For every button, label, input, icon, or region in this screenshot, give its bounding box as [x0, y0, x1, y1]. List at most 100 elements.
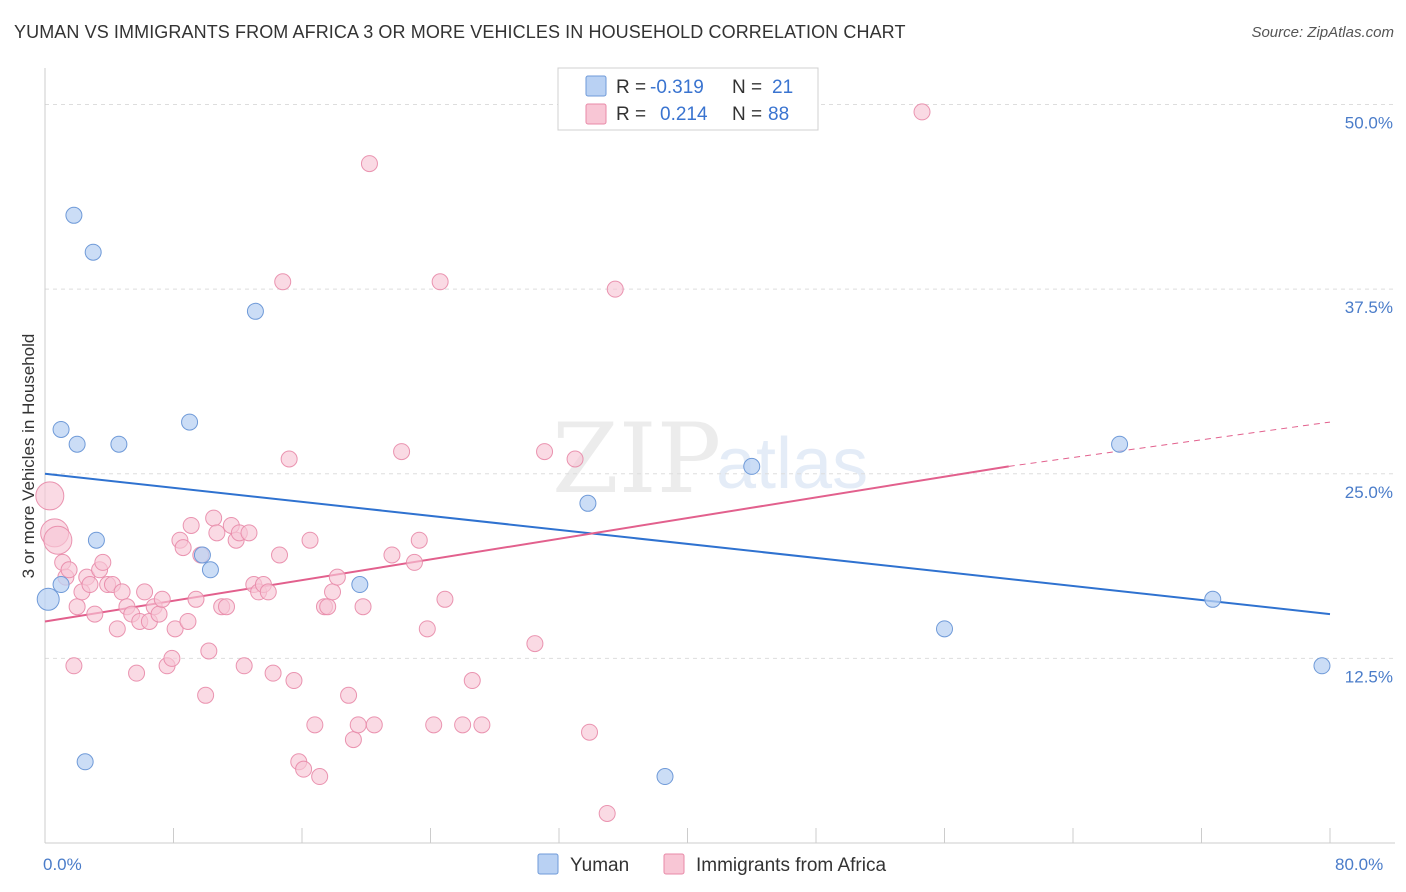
- africa-point: [606, 280, 624, 298]
- x-tick-max: 80.0%: [1335, 855, 1383, 874]
- africa-point: [153, 590, 171, 608]
- africa-point: [285, 672, 303, 690]
- africa-point: [311, 768, 329, 786]
- trend-line-yuman: [44, 472, 1331, 616]
- africa-point: [306, 716, 324, 734]
- bottom-legend-swatch-yuman: [537, 853, 559, 875]
- africa-point: [463, 672, 481, 690]
- yuman-point: [52, 420, 70, 438]
- yuman-point: [579, 494, 597, 512]
- trend-lines: [44, 421, 1331, 623]
- africa-point: [35, 481, 65, 511]
- grid-lines: [45, 104, 1395, 659]
- yuman-point: [743, 457, 761, 475]
- legend-box: R = -0.319 N = 21 R = 0.214 N = 88: [557, 67, 819, 131]
- yuman-point: [36, 587, 60, 611]
- legend-swatch-yuman: [585, 75, 607, 97]
- y-tick-label-2: 37.5%: [1345, 298, 1393, 317]
- x-tick-min: 0.0%: [43, 855, 82, 874]
- africa-point: [526, 635, 544, 653]
- africa-point: [179, 612, 197, 630]
- africa-point: [218, 598, 236, 616]
- africa-point: [418, 620, 436, 638]
- yuman-point: [52, 576, 70, 594]
- yuman-point: [1204, 590, 1222, 608]
- africa-point: [349, 716, 367, 734]
- africa-point: [405, 553, 423, 571]
- legend-r-label-yuman: R =: [616, 77, 646, 98]
- y-tick-labels: 12.5% 25.0% 37.5% 50.0%: [1345, 114, 1393, 687]
- africa-point: [240, 524, 258, 542]
- africa-point: [68, 598, 86, 616]
- africa-point: [200, 642, 218, 660]
- legend-n-value-yuman: 21: [772, 77, 793, 98]
- africa-point: [536, 443, 554, 461]
- y-axis-label: 3 or more Vehicles in Household: [19, 334, 38, 579]
- legend-n-label-africa: N =: [732, 104, 762, 125]
- bottom-legend-swatch-africa: [663, 853, 685, 875]
- africa-point: [454, 716, 472, 734]
- yuman-point: [76, 753, 94, 771]
- yuman-point: [351, 576, 369, 594]
- source-label: Source: ZipAtlas.com: [1251, 24, 1394, 41]
- yuman-point: [936, 620, 953, 638]
- africa-point: [197, 686, 215, 704]
- yuman-points: [36, 206, 1331, 786]
- africa-point: [166, 620, 184, 638]
- yuman-point: [110, 435, 128, 453]
- africa-point: [581, 723, 599, 741]
- africa-point: [128, 664, 146, 682]
- africa-point: [383, 546, 401, 564]
- yuman-point: [181, 413, 199, 431]
- africa-point: [163, 649, 181, 667]
- africa-point: [436, 590, 454, 608]
- africa-point: [43, 525, 73, 555]
- africa-point: [410, 531, 428, 549]
- africa-point: [259, 583, 277, 601]
- legend-r-value-africa: 0.214: [660, 104, 708, 125]
- africa-point: [86, 605, 104, 623]
- africa-point: [205, 509, 223, 527]
- africa-point: [208, 524, 226, 542]
- yuman-point: [87, 531, 105, 549]
- africa-point: [344, 731, 362, 749]
- africa-point: [365, 716, 383, 734]
- yuman-point: [84, 243, 102, 261]
- legend-r-value-yuman: -0.319: [650, 77, 704, 98]
- africa-point: [425, 716, 443, 734]
- trend-line-africa: [44, 465, 1009, 623]
- y-tick-label-1: 25.0%: [1345, 483, 1393, 502]
- trend-line-africa-extension: [1008, 421, 1331, 467]
- legend-r-label-africa: R =: [616, 104, 646, 125]
- africa-point: [319, 598, 337, 616]
- bottom-legend: Yuman Immigrants from Africa: [537, 853, 886, 876]
- yuman-point: [1313, 657, 1331, 675]
- africa-point: [187, 590, 205, 608]
- africa-point: [94, 553, 112, 571]
- africa-point: [913, 103, 931, 121]
- bottom-legend-label-yuman: Yuman: [570, 855, 629, 876]
- y-tick-label-3: 50.0%: [1345, 114, 1393, 133]
- yuman-point: [201, 561, 219, 579]
- africa-point: [271, 546, 289, 564]
- africa-point: [328, 568, 346, 586]
- africa-point: [113, 583, 131, 601]
- africa-point: [182, 516, 200, 534]
- africa-point: [235, 657, 253, 675]
- yuman-point: [193, 546, 211, 564]
- africa-point: [598, 804, 616, 822]
- yuman-point: [68, 435, 86, 453]
- africa-point: [393, 443, 411, 461]
- africa-point: [174, 539, 192, 557]
- yuman-point: [1111, 435, 1129, 453]
- yuman-point: [65, 206, 83, 224]
- africa-point: [280, 450, 298, 468]
- africa-point: [60, 561, 78, 579]
- africa-points: [35, 103, 931, 822]
- africa-point: [566, 450, 584, 468]
- legend-n-label-yuman: N =: [732, 77, 762, 98]
- y-tick-label-0: 12.5%: [1345, 667, 1393, 686]
- watermark: ZIP atlas: [552, 403, 868, 515]
- africa-point: [274, 273, 292, 291]
